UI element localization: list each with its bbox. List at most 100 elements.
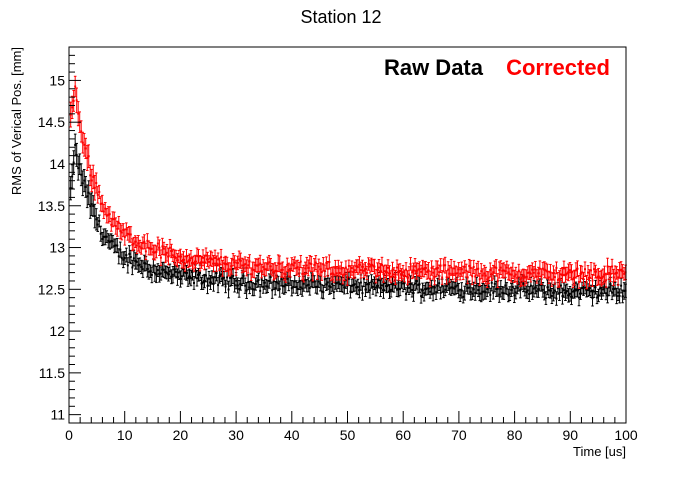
data-point [356, 285, 359, 288]
data-point [272, 280, 275, 283]
data-point [149, 270, 152, 273]
data-point [134, 240, 137, 243]
data-point [298, 268, 301, 271]
data-point [596, 276, 599, 279]
data-point [287, 282, 290, 285]
data-point [322, 263, 325, 266]
data-point [522, 274, 525, 277]
data-point [301, 272, 304, 275]
data-point [186, 260, 189, 263]
data-point [377, 266, 380, 269]
data-point [218, 275, 221, 278]
data-point [137, 242, 140, 245]
data-point [229, 268, 232, 271]
data-point [257, 263, 260, 266]
x-tick-label: 60 [395, 427, 411, 443]
x-tick-label: 90 [563, 427, 579, 443]
data-point [292, 264, 295, 267]
data-point [80, 130, 83, 133]
data-point [614, 272, 617, 275]
data-point [587, 271, 590, 274]
data-point [567, 271, 570, 274]
data-point [599, 287, 602, 290]
data-point [427, 287, 430, 290]
data-point [185, 255, 188, 258]
data-point [541, 267, 544, 270]
data-point [396, 288, 399, 291]
data-point [621, 270, 624, 273]
data-point [496, 279, 499, 282]
data-point [265, 268, 268, 271]
data-point [233, 284, 236, 287]
data-point [537, 272, 540, 275]
data-point [245, 289, 248, 292]
data-point [544, 269, 547, 272]
data-point [214, 276, 217, 279]
data-point [319, 268, 322, 271]
data-point [417, 268, 420, 271]
data-point [390, 275, 393, 278]
data-point [286, 263, 289, 266]
data-point [361, 292, 364, 295]
data-point [92, 175, 95, 178]
data-point [414, 282, 417, 285]
data-point [247, 281, 250, 284]
data-point [194, 270, 197, 273]
data-point [365, 283, 368, 286]
data-point [202, 281, 205, 284]
data-point [355, 265, 358, 268]
data-point [167, 255, 170, 258]
data-point [241, 277, 244, 280]
data-point [101, 202, 104, 205]
data-point [320, 290, 323, 293]
data-point [302, 272, 305, 275]
data-point [134, 259, 137, 262]
data-point [399, 270, 402, 273]
data-point [600, 292, 603, 295]
data-point [171, 254, 174, 257]
data-point [218, 263, 221, 266]
data-point [543, 268, 546, 271]
data-point [230, 265, 233, 268]
data-point [454, 272, 457, 275]
data-point [435, 291, 438, 294]
data-point [233, 261, 236, 264]
x-tick-label: 80 [507, 427, 523, 443]
data-point [244, 263, 247, 266]
data-point [344, 279, 347, 282]
data-point [525, 275, 528, 278]
data-point [147, 270, 150, 273]
x-tick-label: 20 [173, 427, 189, 443]
data-point [508, 273, 511, 276]
data-point [591, 297, 594, 300]
data-point [435, 267, 438, 270]
data-point [167, 273, 170, 276]
data-point [615, 271, 618, 274]
data-point [161, 245, 164, 248]
data-point [308, 262, 311, 265]
data-point [393, 273, 396, 276]
data-point [158, 272, 161, 275]
y-tick-label: 11 [50, 407, 65, 423]
data-point [358, 263, 361, 266]
data-point [362, 269, 365, 272]
data-point [232, 274, 235, 277]
data-point [257, 279, 260, 282]
data-point [450, 286, 453, 289]
data-point [126, 232, 129, 235]
data-point [496, 287, 499, 290]
data-point [206, 284, 209, 287]
data-point [170, 275, 173, 278]
data-point [388, 290, 391, 293]
data-point [77, 112, 80, 115]
data-point [371, 285, 374, 288]
data-point [226, 263, 229, 266]
data-point [89, 205, 92, 208]
data-point [206, 258, 209, 261]
data-point [220, 273, 223, 276]
data-point [489, 293, 492, 296]
data-point [529, 284, 532, 287]
data-point [593, 268, 596, 271]
data-point [244, 284, 247, 287]
data-point [367, 283, 370, 286]
